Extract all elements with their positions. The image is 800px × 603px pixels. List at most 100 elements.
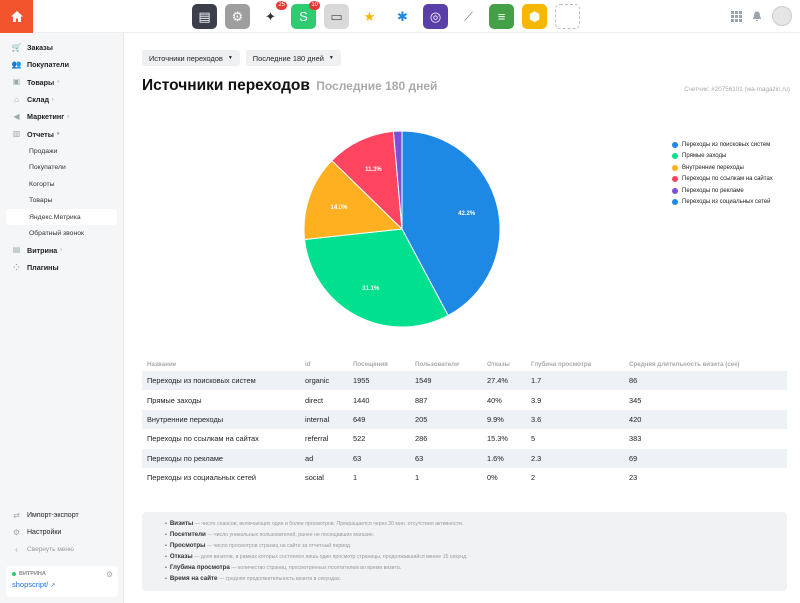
compass-icon[interactable]: ◎ <box>423 4 448 29</box>
table-cell: 63 <box>348 448 410 468</box>
chevron-icon: › <box>57 79 59 86</box>
gear-app-icon[interactable]: ⚙ <box>225 4 250 29</box>
glossary-item: Просмотры — число просмотров страниц на … <box>165 540 787 551</box>
pie-slice[interactable] <box>392 130 403 230</box>
column-header[interactable]: Средняя длительность визита (сек) <box>629 360 740 368</box>
report-subitem[interactable]: Продажи <box>29 147 58 155</box>
add-app-icon[interactable] <box>555 4 580 29</box>
sidebar-item[interactable]: ▣ Товары › <box>0 74 123 91</box>
storefront-link[interactable]: shopscript/ ↗ <box>12 580 112 589</box>
settings-link[interactable]: ⚙ Настройки <box>0 524 124 541</box>
megaphone-icon: ◀ <box>13 111 20 121</box>
pie-slice[interactable] <box>331 130 403 231</box>
report-subitem[interactable]: Яндекс.Метрика <box>6 208 117 226</box>
sidebar-item[interactable]: 🛒 Заказы <box>0 39 123 56</box>
sidebar-item[interactable]: ▤ Витрина › <box>0 242 123 259</box>
sidebar-item[interactable]: ◀ Маркетинг › <box>0 108 123 125</box>
table-cell: 23 <box>629 473 638 483</box>
settings-label: Настройки <box>27 529 62 536</box>
app-glyph: ✱ <box>397 8 408 24</box>
list-app-icon[interactable]: ≡ <box>489 4 514 29</box>
pie-slice[interactable] <box>401 130 501 317</box>
page-title-text: Источники переходов <box>142 77 310 94</box>
chart-app-icon[interactable]: ⟋ <box>456 4 481 29</box>
import-export-link[interactable]: ⇄ Импорт-экспорт <box>0 507 124 524</box>
chevron-icon: › <box>52 96 54 103</box>
table-row: Переходы из социальных сетей social 1 1 0% 2 2… <box>142 468 787 487</box>
column-header[interactable]: Отказы <box>487 360 510 368</box>
column-header[interactable]: id <box>305 360 311 368</box>
grid-menu-icon[interactable] <box>731 10 742 22</box>
magic-wand-icon[interactable]: ✦ 25 <box>258 1 287 29</box>
report-subitem[interactable]: Товары <box>29 197 53 205</box>
glossary-item: Глубина просмотра — количество страниц, … <box>165 562 787 573</box>
notebook-icon[interactable]: ▤ <box>192 4 217 29</box>
legend-item[interactable]: Переходы из социальных сетей <box>672 197 773 209</box>
report-subitem[interactable]: Обратный звонок <box>29 230 84 238</box>
table-cell: Переходы из социальных сетей <box>147 473 257 483</box>
report-subitem[interactable]: Когорты <box>29 180 55 188</box>
legend-label: Переходы из социальных сетей <box>682 199 771 206</box>
table-cell: 205 <box>410 409 482 430</box>
table-header: Название id Посещения Пользователи Отказы Глу… <box>142 357 787 371</box>
asterisk-icon[interactable]: ✱ <box>390 4 415 29</box>
sidebar-item[interactable]: ▥ Отчеты ▾ <box>0 125 123 142</box>
app-glyph: ⟋ <box>463 8 474 24</box>
collapse-menu-button[interactable]: ‹ Свернуть меню <box>0 541 124 558</box>
window-icon[interactable]: ▭ <box>324 4 349 29</box>
sidebar-item[interactable]: ⁘ Плагины <box>0 259 123 276</box>
tag-icon: ▣ <box>12 77 21 87</box>
sidebar-item[interactable]: ⌂ Склад › <box>0 91 123 108</box>
glossary-item: Отказы — доля визитов, в рамках которых … <box>165 551 787 562</box>
column-header[interactable]: Пользователи <box>415 360 459 368</box>
column-header[interactable]: Название <box>147 360 177 368</box>
storefront-label: ВИТРИНА <box>19 571 46 577</box>
legend-label: Переходы из поисковых систем <box>682 141 771 148</box>
column-header[interactable]: Посещения <box>353 360 388 368</box>
table-row: Переходы по рекламе ad 63 63 1.6% 2.3 69 <box>142 448 787 468</box>
cart-icon: 🛒 <box>11 42 22 52</box>
table-cell: 1 <box>353 473 358 483</box>
column-header[interactable]: Глубина просмотра <box>531 360 592 368</box>
legend-item[interactable]: Переходы из поисковых систем <box>672 139 773 151</box>
legend-swatch <box>672 164 678 171</box>
pie-slice[interactable] <box>303 159 404 240</box>
period-dropdown[interactable]: Последние 180 дней ▼ <box>245 50 341 66</box>
sidebar-item-label: Отчеты <box>27 129 54 139</box>
counter-info: Счетчик: #20756101 (wa-magazin.ru) <box>684 86 790 93</box>
app-launcher: ▤ ⚙ ✦ 25 S 10 ▭ ★ ✱ ◎ ⟋ ≡ ⬢ <box>192 1 580 29</box>
app-glyph: ≡ <box>497 9 506 24</box>
sidebar-item[interactable]: 👥 Покупатели <box>0 56 123 73</box>
legend-item[interactable]: Прямые заходы <box>672 151 773 163</box>
app-glyph: ▭ <box>330 8 343 24</box>
report-subitem[interactable]: Покупатели <box>29 164 66 172</box>
table-cell: 27.4% <box>482 371 526 391</box>
pie-slice[interactable] <box>304 228 449 328</box>
chevron-icon: › <box>60 247 62 254</box>
report-type-dropdown[interactable]: Источники переходов ▼ <box>142 50 240 66</box>
storefront-settings-icon[interactable]: ⚙ <box>105 570 113 579</box>
sidebar-bottom: ⇄ Импорт-экспорт ⚙ Настройки ‹ Свернуть мен… <box>0 507 124 603</box>
table-cell: social <box>305 473 324 483</box>
avatar[interactable] <box>772 6 792 26</box>
storefront-card: ВИТРИНА shopscript/ ↗ ⚙ <box>6 566 118 597</box>
sidebar-item-label: Заказы <box>27 43 53 53</box>
notification-badge: 10 <box>309 1 320 10</box>
main-content: Источники переходов ▼ Последние 180 дней ▼… <box>124 33 800 603</box>
sidebar-item-label: Склад <box>27 95 50 105</box>
chevron-icon: › <box>67 113 69 120</box>
shop-script-icon[interactable]: S 10 <box>291 1 320 29</box>
table-cell: 3.6 <box>526 409 624 430</box>
legend-item[interactable]: Переходы по рекламе <box>672 185 773 197</box>
legend-item[interactable]: Внутренние переходы <box>672 162 773 174</box>
star-icon[interactable]: ★ <box>357 4 382 29</box>
hexagon-app-icon[interactable]: ⬢ <box>522 4 547 29</box>
bell-icon[interactable] <box>752 11 762 22</box>
caret-down-icon: ▼ <box>328 55 334 61</box>
glossary-term: Просмотры <box>169 542 206 549</box>
legend-item[interactable]: Переходы по ссылкам на сайтах <box>672 174 773 186</box>
home-button[interactable] <box>0 0 33 33</box>
sidebar-item-label: Плагины <box>27 263 59 273</box>
table-cell: 286 <box>415 434 428 444</box>
pie-data-label: 42.2% <box>458 211 476 217</box>
